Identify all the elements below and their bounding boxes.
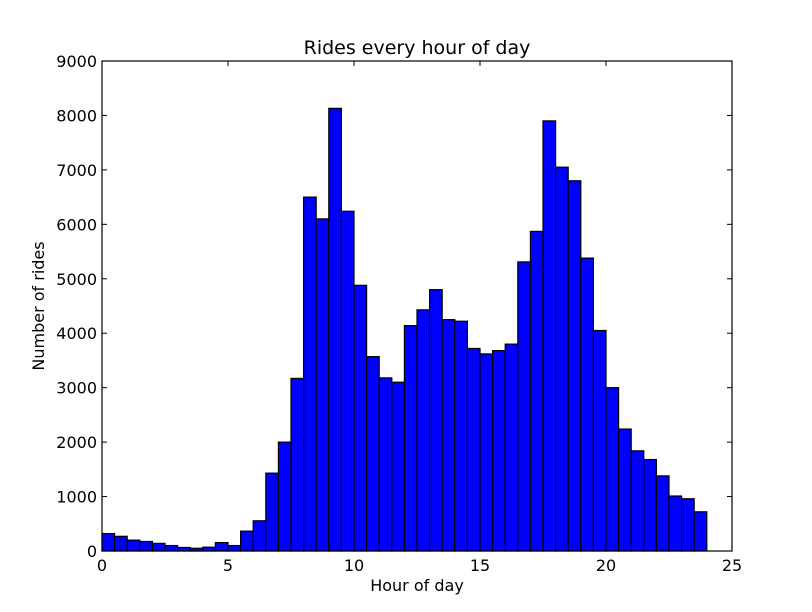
bar-3 — [139, 540, 154, 552]
x-axis-label: Hour of day — [370, 576, 464, 595]
bar-27 — [441, 319, 456, 552]
bar-32 — [504, 343, 519, 552]
bar-39 — [592, 329, 607, 552]
bar-16 — [303, 196, 317, 552]
bar-44 — [655, 475, 670, 552]
bar-45 — [668, 495, 683, 552]
y-tick-label-0: 0 — [87, 542, 97, 561]
bar-11 — [240, 530, 254, 552]
bar-34 — [529, 230, 544, 552]
y-tick-label-5: 5000 — [56, 270, 97, 289]
y-tick-label-1: 1000 — [56, 488, 97, 507]
bar-35 — [542, 120, 557, 552]
y-tick-label-2: 2000 — [56, 433, 97, 452]
bar-22 — [378, 377, 393, 552]
bar-40 — [605, 387, 620, 552]
plot-frame — [101, 60, 733, 552]
chart-title: Rides every hour of day — [304, 37, 531, 59]
bar-26 — [429, 289, 443, 552]
x-tick-label-4: 20 — [596, 556, 616, 575]
x-tick-label-5: 25 — [722, 556, 742, 575]
bar-1 — [113, 535, 128, 552]
bar-46 — [680, 498, 695, 552]
bar-15 — [290, 377, 305, 552]
y-tick-label-4: 4000 — [56, 324, 97, 343]
x-tick-label-1: 5 — [223, 556, 233, 575]
bar-21 — [366, 356, 380, 552]
y-axis-label: Number of rides — [29, 241, 48, 370]
bar-23 — [391, 381, 405, 552]
bar-31 — [492, 350, 506, 552]
bar-20 — [353, 284, 368, 552]
bar-36 — [554, 166, 569, 552]
bar-2 — [126, 539, 141, 552]
x-tick-label-2: 10 — [344, 556, 364, 575]
y-tick-label-7: 7000 — [56, 161, 97, 180]
bar-47 — [693, 511, 708, 552]
bar-5 — [164, 544, 179, 552]
bar-4 — [151, 542, 166, 552]
bar-33 — [517, 261, 531, 552]
bar-29 — [466, 347, 481, 552]
y-tick-label-9: 9000 — [56, 52, 97, 71]
bar-42 — [630, 450, 645, 552]
x-tick-label-0: 0 — [97, 556, 107, 575]
bar-41 — [617, 428, 632, 552]
bar-38 — [580, 257, 594, 552]
y-tick-label-8: 8000 — [56, 106, 97, 125]
bar-13 — [265, 472, 279, 552]
bar-24 — [403, 325, 418, 552]
bar-17 — [315, 218, 330, 552]
y-tick-label-6: 6000 — [56, 215, 97, 234]
bar-9 — [214, 541, 229, 552]
bar-43 — [643, 458, 657, 552]
bar-30 — [479, 353, 494, 552]
bar-0 — [101, 532, 116, 552]
bars-group — [101, 107, 708, 552]
bar-12 — [252, 520, 267, 552]
bar-28 — [454, 320, 468, 552]
bar-10 — [227, 544, 242, 552]
bar-14 — [277, 441, 292, 552]
y-tick-label-3: 3000 — [56, 379, 97, 398]
bar-37 — [567, 180, 582, 552]
y-axis: 0 1000 2000 3000 4000 5000 6000 7000 8000 9000 — [56, 52, 732, 561]
x-axis: 0 5 10 15 20 25 — [97, 61, 742, 575]
bar-19 — [340, 210, 355, 552]
bar-25 — [416, 309, 431, 552]
x-tick-label-3: 15 — [470, 556, 490, 575]
bar-18 — [328, 107, 342, 552]
